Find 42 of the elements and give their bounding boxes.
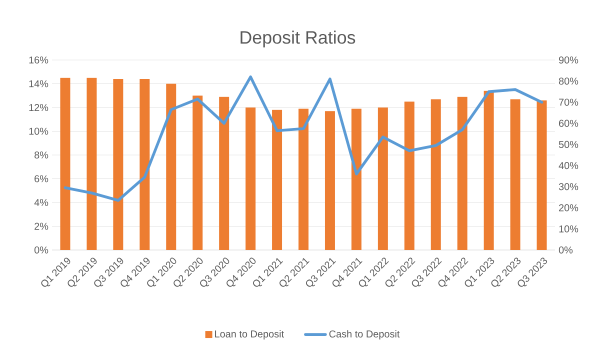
y2-tick-label: 0% <box>558 246 573 254</box>
y-tick-label: 14% <box>29 80 48 88</box>
bar <box>140 79 150 250</box>
bar <box>324 111 335 250</box>
bar <box>166 84 176 250</box>
y2-tick-label: 10% <box>559 225 578 232</box>
y-tick-label: 16% <box>29 56 48 64</box>
line-series <box>64 75 544 202</box>
bar <box>86 78 97 250</box>
bar <box>60 78 70 250</box>
y2-tick-label: 40% <box>558 162 578 170</box>
y-tick-label: 12% <box>29 104 48 112</box>
y-tick-label: 2% <box>34 222 48 230</box>
y-tick-label: 10% <box>29 128 48 135</box>
y-tick-label: 8% <box>34 151 48 159</box>
bar <box>113 79 124 250</box>
y2-tick-label: 90% <box>558 56 578 64</box>
y2-tick-label: 20% <box>559 204 578 212</box>
bar <box>351 108 362 250</box>
y-tick-label: 6% <box>34 175 48 182</box>
y2-tick-label: 70% <box>559 98 578 106</box>
bar <box>510 99 520 250</box>
bar <box>430 99 441 250</box>
y2-tick-label: 80% <box>558 78 578 85</box>
bar <box>272 110 282 250</box>
y2-tick-label: 30% <box>558 183 578 190</box>
bar <box>404 102 414 250</box>
y-tick-label: 4% <box>34 199 48 206</box>
bar <box>378 108 388 250</box>
bar <box>246 108 256 250</box>
bar <box>484 90 494 250</box>
y2-tick-label: 50% <box>558 140 578 148</box>
bar <box>219 96 230 250</box>
bar <box>192 96 203 250</box>
legend-label: Loan to Deposit <box>215 330 284 340</box>
bar <box>457 96 468 250</box>
legend-label: Cash to Deposit <box>329 330 400 340</box>
bar <box>298 108 309 250</box>
y2-tick-label: 60% <box>559 120 578 127</box>
chart-title: Deposit Ratios <box>240 30 356 48</box>
y-tick-label: 0% <box>34 246 48 254</box>
bar <box>536 100 547 250</box>
